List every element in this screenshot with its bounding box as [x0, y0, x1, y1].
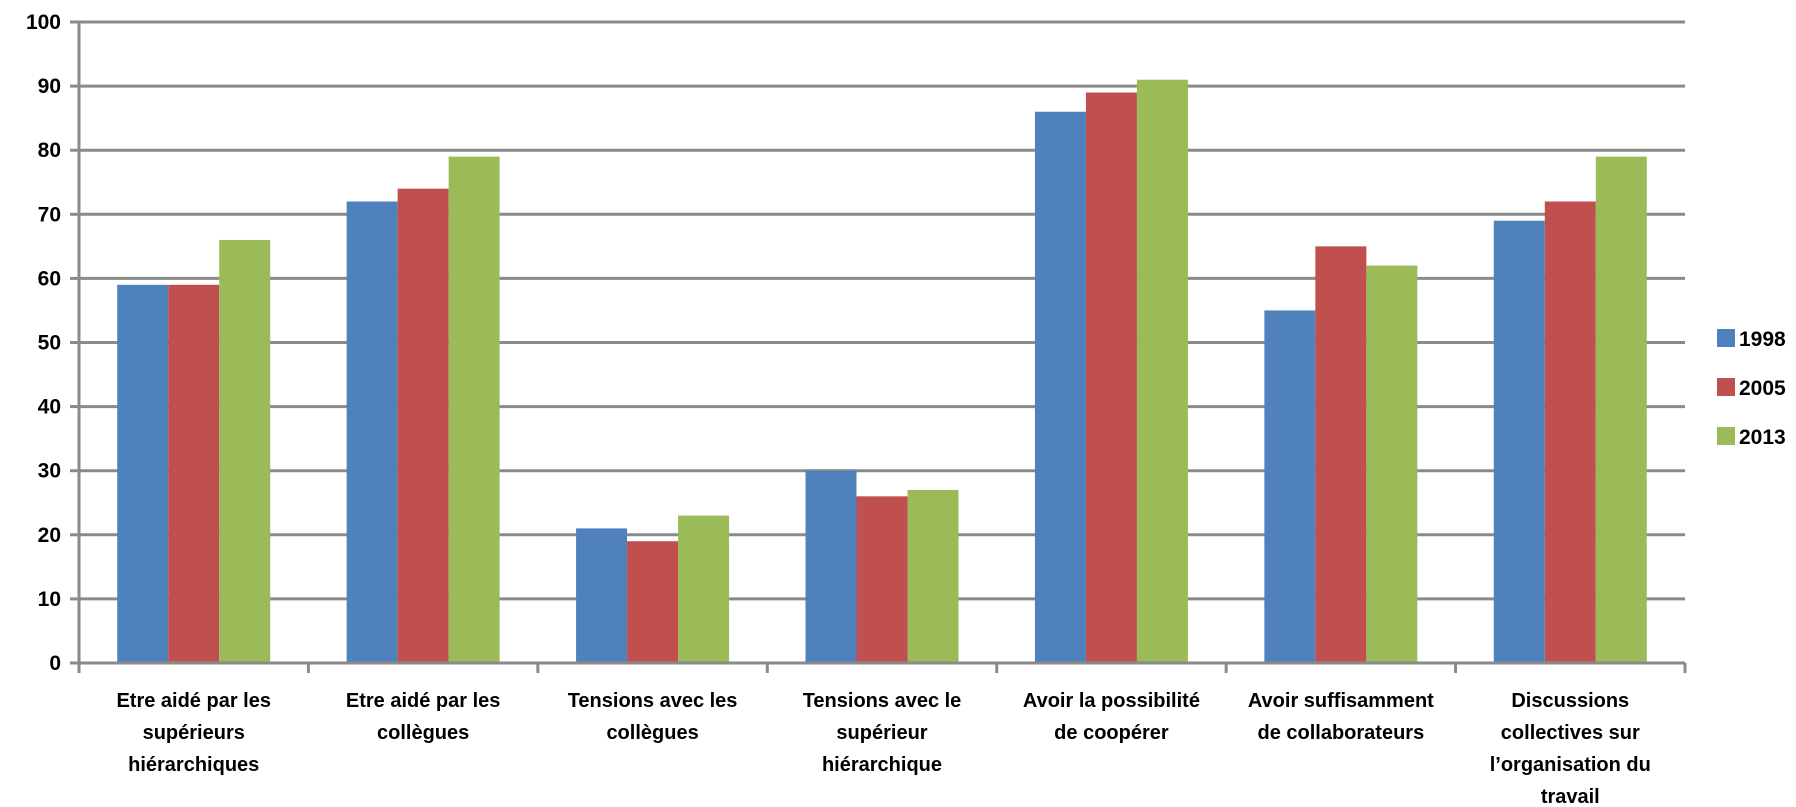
x-category-label-line: l’organisation du — [1490, 754, 1651, 776]
x-category-label-line: de collaborateurs — [1257, 722, 1424, 744]
y-tick-label: 0 — [49, 652, 61, 675]
x-category-label-line: hiérarchiques — [128, 754, 259, 776]
bar-2013 — [219, 239, 271, 663]
y-tick-label: 70 — [38, 203, 61, 226]
x-category-label-line: Tensions avec les — [568, 690, 738, 712]
bar-2013 — [678, 515, 730, 663]
y-tick-label: 80 — [38, 139, 61, 162]
legend-label-1998: 1998 — [1739, 328, 1786, 351]
bar-1998 — [1034, 111, 1086, 664]
bar-1998 — [117, 284, 169, 663]
x-category-label-line: supérieurs — [143, 722, 245, 744]
y-tick-label: 100 — [26, 11, 61, 34]
x-category-label: Avoir la possibilité de coopérer — [1023, 690, 1200, 744]
bar-2005 — [1544, 201, 1596, 664]
bar-1998 — [576, 528, 628, 663]
x-category-label: Tensions avec les collègues — [568, 690, 738, 744]
legend-swatch-1998 — [1717, 329, 1735, 347]
x-category-label-line: Avoir la possibilité — [1023, 690, 1200, 712]
x-category-label: Etre aidé par les collègues — [346, 690, 501, 744]
x-category-label-line: Etre aidé par les — [116, 690, 271, 712]
x-category-label-line: de coopérer — [1054, 722, 1169, 744]
x-category-label-line: collègues — [377, 722, 469, 744]
y-axis-ticks: 0 10 20 30 40 50 60 70 80 90 100 — [26, 11, 79, 675]
x-category-label-line: Avoir suffisamment — [1248, 690, 1434, 712]
axes — [77, 22, 1687, 673]
bars — [117, 79, 1647, 664]
y-tick-label: 40 — [38, 396, 61, 419]
legend-swatch-2013 — [1717, 427, 1735, 445]
legend-label-2013: 2013 — [1739, 426, 1786, 449]
x-category-label: Tensions avec le supérieur hiérarchique — [803, 690, 962, 776]
legend-swatch-2005 — [1717, 378, 1735, 396]
legend-label-2005: 2005 — [1739, 377, 1786, 400]
bar-2005 — [168, 284, 220, 663]
x-category-label-line: collectives sur — [1501, 722, 1640, 744]
x-category-label-line: Etre aidé par les — [346, 690, 501, 712]
y-tick-label: 60 — [38, 267, 61, 290]
x-category-label: Avoir suffisamment de collaborateurs — [1248, 690, 1434, 744]
y-tick-label: 50 — [38, 332, 61, 355]
x-category-label-line: supérieur — [836, 722, 927, 744]
bar-2013 — [907, 489, 959, 663]
bar-2005 — [627, 541, 679, 663]
x-category-label-line: hiérarchique — [822, 754, 942, 776]
x-category-label-line: Discussions — [1511, 690, 1629, 712]
bar-2005 — [856, 496, 908, 663]
bar-2005 — [1085, 92, 1137, 663]
bar-1998 — [1493, 220, 1545, 663]
bar-2013 — [448, 156, 500, 664]
x-axis-labels: Etre aidé par les supérieurs hiérarchiques… — [116, 690, 1650, 807]
bar-2005 — [397, 188, 449, 663]
y-tick-label: 10 — [38, 588, 61, 611]
bar-2013 — [1595, 156, 1647, 664]
y-tick-label: 20 — [38, 524, 61, 547]
x-category-label-line: travail — [1541, 786, 1600, 807]
bar-1998 — [346, 201, 398, 664]
bar-1998 — [805, 470, 857, 663]
bar-2013 — [1366, 265, 1418, 663]
bar-2013 — [1136, 79, 1188, 663]
legend: 1998 2005 2013 — [1717, 328, 1786, 449]
y-tick-label: 90 — [38, 75, 61, 98]
bar-1998 — [1264, 310, 1316, 663]
bar-2005 — [1315, 246, 1367, 663]
x-category-label: Discussions collectives sur l’organisation… — [1490, 690, 1651, 807]
x-category-label: Etre aidé par les supérieurs hiérarchiques — [116, 690, 271, 776]
x-category-label-line: Tensions avec le — [803, 690, 962, 712]
y-tick-label: 30 — [38, 460, 61, 483]
x-category-label-line: collègues — [606, 722, 698, 744]
